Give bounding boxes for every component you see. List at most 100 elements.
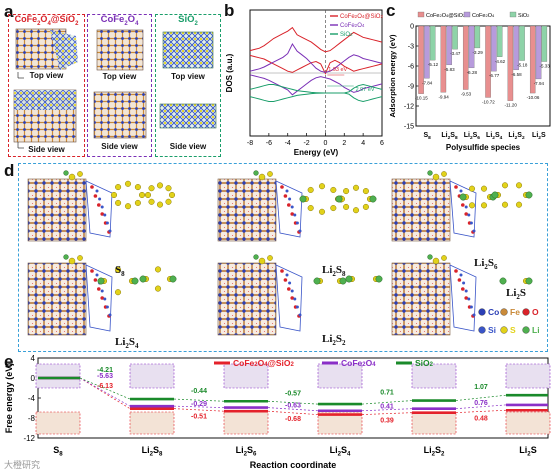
adsorbed-s-atom — [77, 171, 83, 177]
fe-structure-thumb-bottom-li2s2 — [411, 411, 457, 435]
panel-a-title-1: CoFe2O4@SiO2 — [14, 14, 79, 27]
adsorbed-s-atom — [68, 173, 76, 181]
polysulfide-s-atom — [114, 289, 122, 296]
polysulfide-s-atom — [343, 203, 350, 210]
silica-si-atom — [103, 297, 107, 301]
fe-connector-cofe2o4 — [79, 377, 131, 407]
polysulfide-s-atom — [343, 188, 350, 195]
panel-a-box-2 — [87, 14, 152, 157]
bar-ytick-label: 0 — [410, 24, 414, 31]
bar-sio2-li2s2 — [519, 25, 525, 61]
adsorbed-li-atom — [63, 170, 69, 176]
fe-category-label: Li2S6 — [236, 445, 257, 458]
polysulfide-s-atom — [318, 183, 326, 190]
fe-connector-cofe2o4-sio2 — [267, 410, 319, 415]
silica-si-atom — [467, 213, 471, 217]
silica-si-atom — [298, 313, 302, 317]
legend-atom-co — [478, 308, 486, 316]
fe-connector-cofe2o4 — [455, 404, 507, 410]
legend-label-li: Li — [532, 325, 540, 335]
silica-si-atom — [467, 297, 471, 301]
silica-o-atom — [287, 203, 291, 207]
bar-cofe2o4-sio2-li2s8 — [440, 25, 447, 93]
legend-label-co: Co — [488, 307, 499, 317]
fe-connector-cofe2o4 — [267, 407, 319, 412]
slab-2 — [391, 178, 451, 242]
bar-value-label: -6.77 — [489, 73, 500, 78]
silica-si-atom — [285, 189, 289, 193]
silica-o-atom — [283, 194, 288, 198]
polysulfide-s-atom — [114, 266, 122, 273]
panel-a-box-3 — [155, 14, 221, 157]
silica-o-atom — [93, 194, 98, 198]
adsorbed-s-atom — [441, 255, 447, 261]
polysulfide-s-atom — [307, 205, 314, 212]
fe-structure-thumb-li2s8 — [129, 363, 175, 389]
bar-cofe2o4-li2s — [535, 25, 542, 80]
molecule-label-li2s8: Li2S8 — [322, 264, 346, 279]
fe-step-label-cofe2o4: 0.76 — [474, 400, 488, 407]
fe-structure-thumb-bottom-s8 — [35, 411, 81, 435]
bar-value-label: -10.06 — [527, 95, 540, 100]
polysulfide-s-atom — [124, 180, 132, 187]
dos-xtick-label: -4 — [285, 140, 291, 147]
bar-value-label: -9.53 — [461, 92, 472, 97]
bar-category-label: Li2S4 — [486, 132, 503, 141]
fe-legend-entry: CoFe2O4 — [341, 358, 376, 368]
polysulfide-li-atom — [345, 275, 353, 283]
polysulfide-s-atom — [138, 191, 146, 199]
free-energy-chart: -12 -8 -4 0 4 Free energy (eV) Reaction coordi… — [4, 354, 551, 470]
silica-layer-2 — [449, 180, 477, 238]
silica-si-atom — [459, 189, 463, 193]
atom-legend: Co Fe O Si S Li — [478, 307, 540, 335]
fe-ytick-label: 0 — [31, 374, 36, 383]
bar-value-label: -6.58 — [511, 72, 522, 77]
silica-si-atom — [293, 213, 297, 217]
fe-connector-cofe2o4 — [173, 405, 225, 408]
dos-ylabel: DOS (a.u.) — [225, 53, 234, 92]
molecule-label-s8: S8 — [115, 264, 125, 279]
fe-legend-entry: CoFe2O4@SiO2 — [233, 358, 295, 368]
bar-category-label: Li2S2 — [508, 132, 525, 141]
legend-label-o: O — [532, 307, 539, 317]
fe-step-label-cofe2o4: -5.63 — [97, 373, 113, 380]
adsorbed-s-atom — [441, 171, 447, 177]
fe-ylabel: Free energy (eV) — [4, 363, 14, 434]
silica-si-atom — [100, 205, 104, 209]
fe-structure-thumb-bottom-li2s — [505, 411, 551, 435]
bar-value-label: -3.47 — [450, 51, 461, 56]
dos-line-up-cofe2o4-sio2 — [249, 26, 383, 53]
silica-o-atom — [280, 269, 284, 273]
fe-structure-thumb-li2s2 — [411, 363, 457, 389]
molecule-label-li2s: Li2S — [506, 287, 527, 302]
polysulfide-s-atom — [148, 185, 155, 192]
polysulfide-s-atom — [330, 205, 337, 212]
fe-step-label-cofe2o4: -0.29 — [191, 401, 207, 408]
polysulfide-s-atom — [515, 201, 523, 208]
fe-step-label-sio2: 1.07 — [474, 384, 488, 391]
fe-frame — [37, 357, 549, 439]
polysulfide-li-atom — [369, 195, 377, 203]
silica-layer-1 — [275, 180, 303, 238]
polysulfide-s-atom — [501, 182, 509, 189]
polysulfide-s-atom — [352, 207, 360, 214]
dos-legend-entry: SiO2 — [340, 32, 353, 38]
silica-o-atom — [290, 212, 295, 216]
bar-sio2-s8 — [429, 25, 436, 61]
slab-1 — [217, 178, 277, 242]
dos-annotation-2: 2.97 eV — [356, 87, 375, 93]
legend-label-si: Si — [488, 325, 496, 335]
silica-si-atom — [464, 205, 468, 209]
legend-atom-fe — [500, 308, 508, 316]
silica-si-atom — [295, 221, 299, 225]
silica-o-atom — [90, 269, 94, 273]
fe-connector-cofe2o4-sio2 — [361, 412, 413, 415]
fe-step-label-cofe2o4: -0.63 — [285, 403, 301, 410]
polysulfide-s-atom — [165, 198, 172, 205]
legend-atom-s — [500, 326, 508, 334]
silica-si-atom — [472, 313, 476, 317]
dos-xtick-label: -6 — [266, 140, 272, 147]
silica-si-atom — [108, 313, 112, 317]
polysulfide-s-atom — [330, 186, 337, 193]
fe-structure-thumb-li2s — [505, 363, 551, 389]
